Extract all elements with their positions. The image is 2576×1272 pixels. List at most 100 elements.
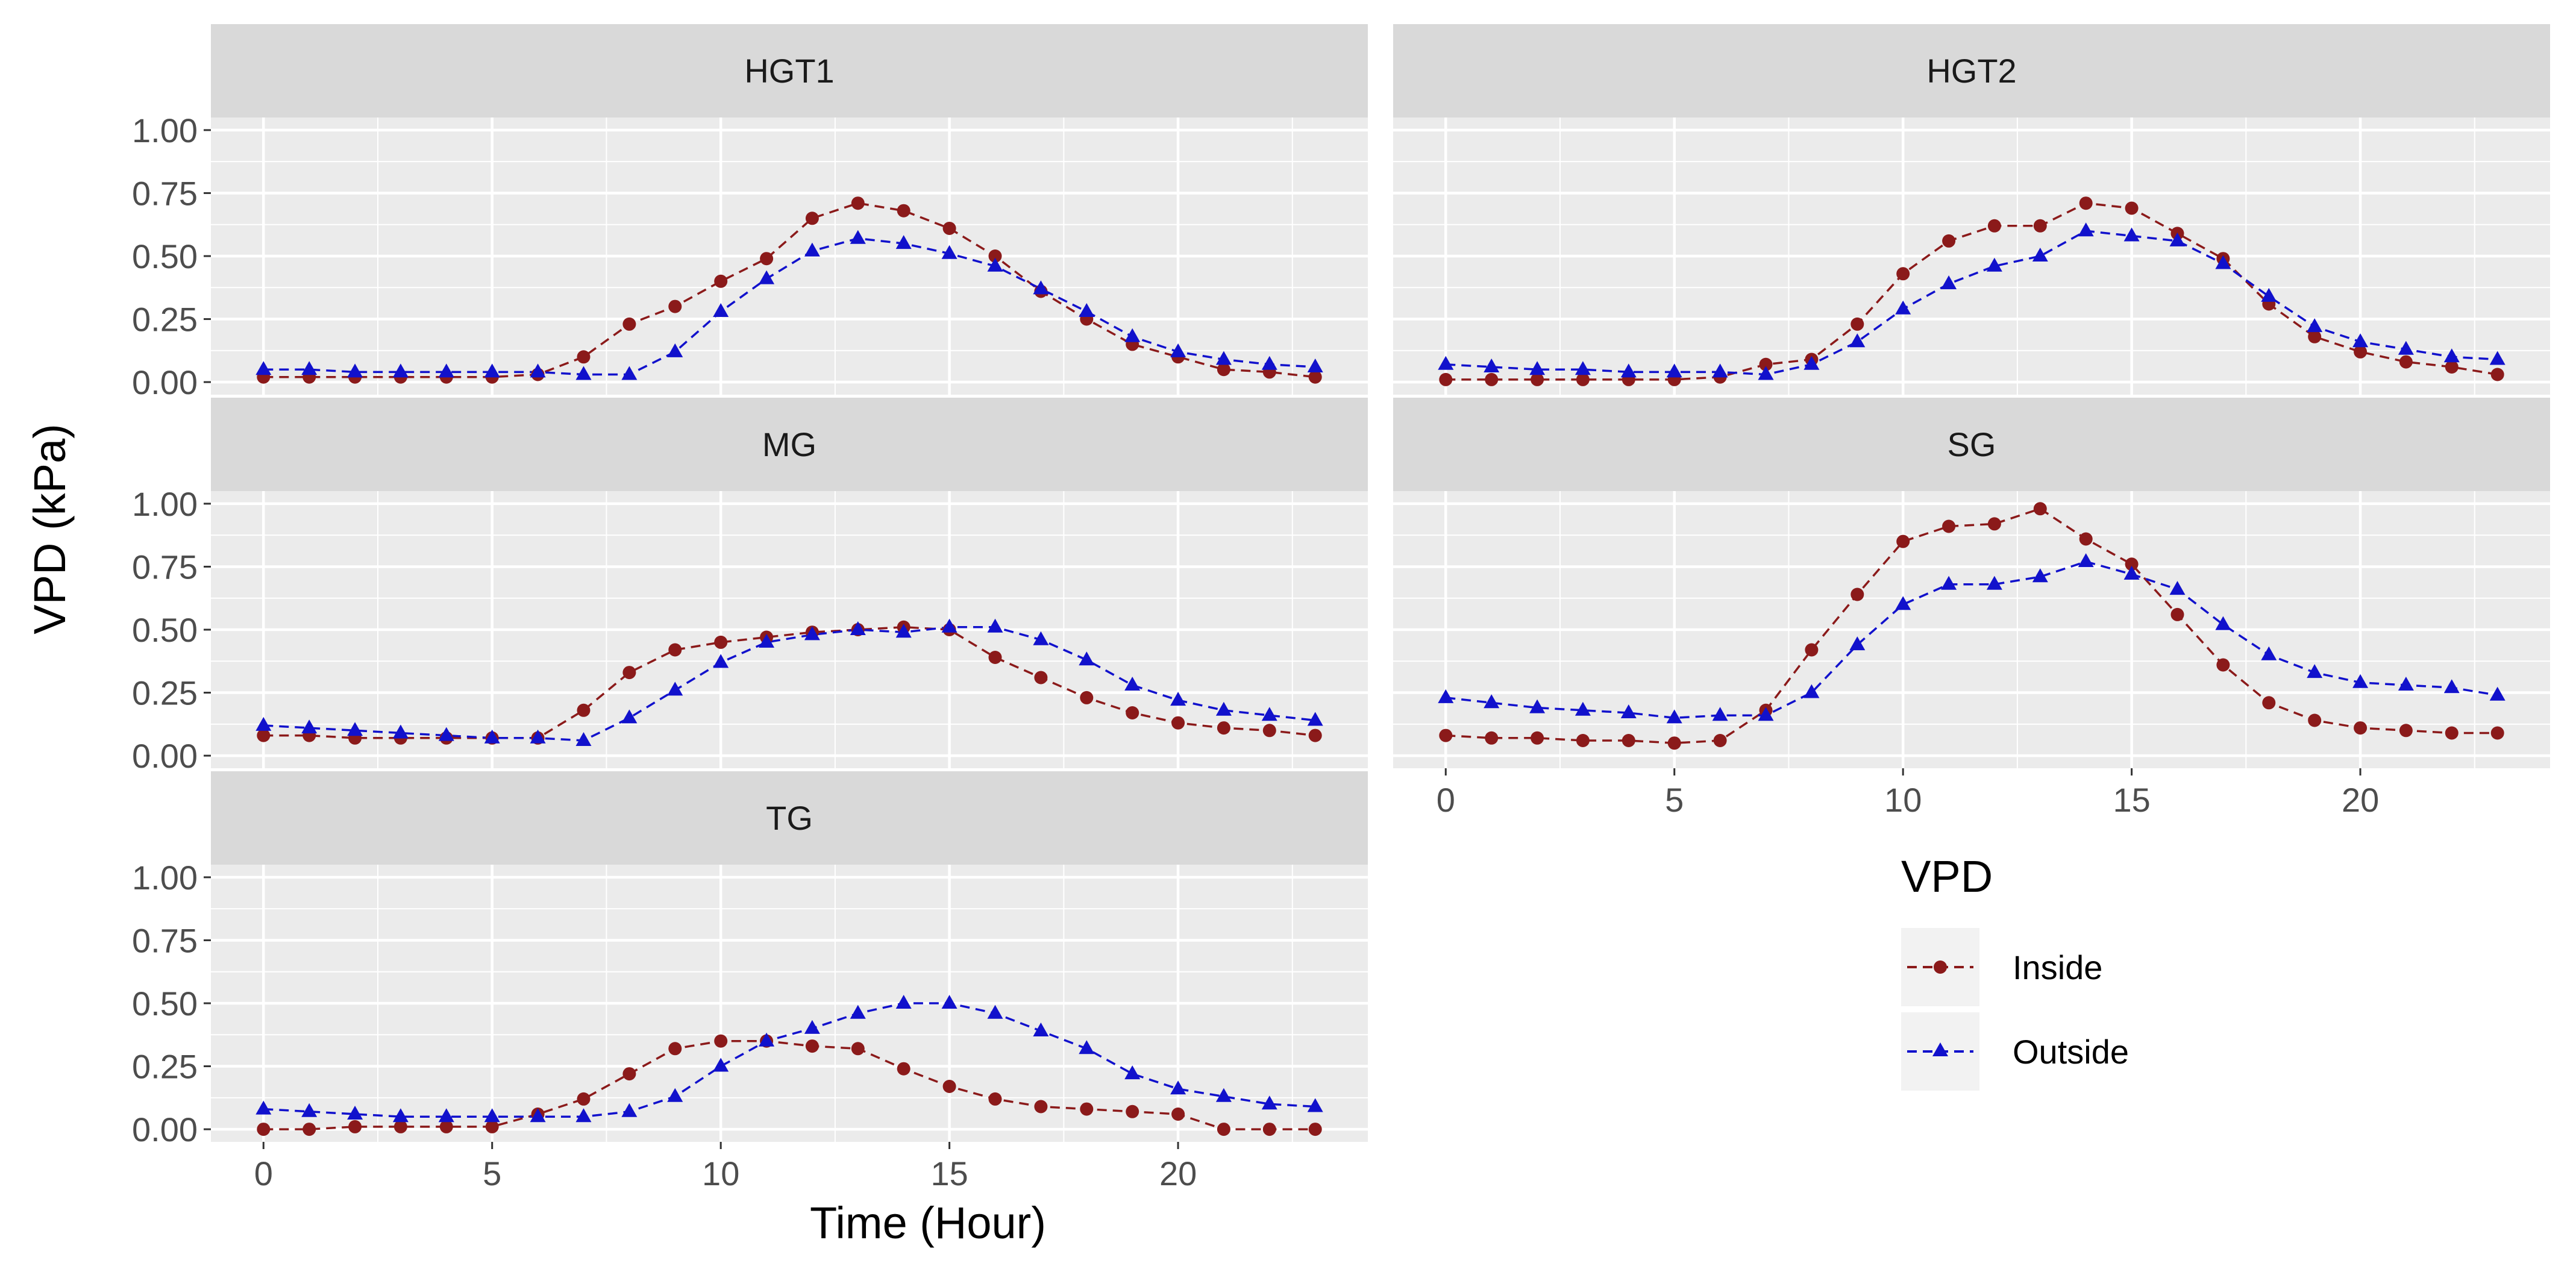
- data-point-inside: [2399, 724, 2413, 738]
- data-point-outside: [1941, 275, 1957, 289]
- data-point-outside: [2443, 348, 2460, 363]
- data-point-outside: [2307, 318, 2323, 333]
- data-point-outside: [1986, 575, 2002, 590]
- data-point-inside: [1485, 731, 1499, 745]
- y-tick-label: 0.00: [132, 363, 198, 401]
- panel-hgt2: HGT2: [1393, 24, 2550, 395]
- data-point-outside: [2078, 222, 2094, 237]
- series-lines: [263, 626, 1315, 742]
- data-point-outside: [1620, 363, 1637, 378]
- data-point-inside: [2125, 557, 2139, 571]
- data-point-outside: [1215, 1088, 1232, 1102]
- data-point-inside: [988, 651, 1002, 664]
- panel-title: TG: [766, 799, 813, 837]
- data-point-inside: [393, 1120, 407, 1133]
- y-tick-label: 0.00: [132, 737, 198, 775]
- data-point-inside: [1126, 706, 1139, 719]
- data-point-outside: [850, 1004, 866, 1019]
- legend-key-point-outside: [1932, 1042, 1948, 1056]
- data-point-inside: [1308, 728, 1322, 742]
- data-point-outside: [667, 343, 683, 357]
- data-point-outside: [1666, 709, 1682, 724]
- legend-label-outside: Outside: [2013, 1033, 2129, 1071]
- data-point-outside: [2443, 679, 2460, 694]
- data-point-inside: [1262, 1123, 1276, 1136]
- data-point-inside: [2445, 726, 2458, 740]
- data-point-outside: [667, 681, 683, 696]
- data-point-outside: [1895, 300, 1911, 315]
- data-point-outside: [804, 626, 820, 641]
- data-point-outside: [347, 363, 363, 378]
- data-point-inside: [1485, 372, 1499, 386]
- series-line-inside: [263, 1039, 1315, 1130]
- data-point-outside: [255, 1100, 272, 1115]
- data-point-inside: [1531, 372, 1544, 386]
- data-point-inside: [2399, 355, 2413, 369]
- panel-sg: SG 0 5 10 15 20: [1393, 398, 2550, 819]
- data-point-outside: [1804, 356, 1820, 370]
- data-point-inside: [668, 1042, 682, 1056]
- data-point-outside: [2489, 351, 2505, 365]
- data-point-outside: [255, 361, 272, 375]
- data-point-outside: [713, 303, 729, 317]
- gridlines: [1393, 117, 2550, 395]
- data-point-inside: [1576, 372, 1590, 386]
- x-tick-label: 10: [1884, 781, 1922, 819]
- panel-title: SG: [1948, 425, 1996, 463]
- data-point-inside: [1171, 1108, 1185, 1121]
- data-point-inside: [1805, 643, 1819, 657]
- y-tick-label: 0.50: [132, 611, 198, 649]
- data-point-outside: [941, 995, 957, 1009]
- data-point-outside: [1804, 684, 1820, 698]
- data-point-outside: [2307, 664, 2323, 678]
- data-point-inside: [1080, 1102, 1094, 1116]
- data-point-inside: [577, 1092, 591, 1106]
- data-point-inside: [714, 635, 728, 649]
- data-point-outside: [1438, 356, 1454, 370]
- data-point-inside: [1759, 357, 1773, 371]
- data-point-inside: [942, 1080, 956, 1093]
- series-line-inside: [1446, 507, 2498, 744]
- data-point-outside: [575, 366, 592, 380]
- data-point-outside: [850, 230, 866, 244]
- data-point-outside: [1124, 328, 1141, 342]
- y-tick-label: 0.25: [132, 674, 198, 712]
- data-point-inside: [1171, 716, 1185, 730]
- data-point-outside: [1712, 707, 1728, 721]
- data-point-inside: [1308, 1123, 1322, 1136]
- data-point-outside: [804, 1020, 820, 1034]
- data-point-inside: [805, 211, 819, 225]
- panel-title: HGT1: [744, 52, 834, 90]
- data-point-outside: [1079, 303, 1095, 317]
- panel-tg: TG 0.00 0.25 0.50 0.75 1.00 0 5 10 15 20: [132, 771, 1368, 1192]
- data-point-outside: [438, 727, 454, 741]
- data-point-inside: [1713, 734, 1727, 747]
- data-point-outside: [1261, 1095, 1277, 1110]
- data-point-inside: [257, 1123, 271, 1136]
- panel-strip: [1393, 398, 2550, 491]
- data-point-outside: [484, 729, 500, 744]
- series-line-outside: [263, 626, 1315, 742]
- data-point-outside: [1666, 363, 1682, 378]
- data-point-inside: [851, 196, 865, 210]
- data-point-outside: [2489, 686, 2505, 701]
- data-point-outside: [987, 1004, 1003, 1019]
- data-point-inside: [1262, 724, 1276, 738]
- data-point-inside: [1851, 317, 1864, 331]
- data-point-inside: [1667, 736, 1681, 750]
- data-point-outside: [667, 1088, 683, 1102]
- legend: VPD Inside Outside: [1901, 851, 2129, 1091]
- data-point-inside: [302, 1123, 316, 1136]
- data-point-outside: [2123, 227, 2140, 242]
- data-point-outside: [1849, 636, 1866, 651]
- data-point-outside: [941, 245, 957, 259]
- data-point-outside: [1575, 701, 1591, 716]
- y-tick-label: 0.75: [132, 548, 198, 586]
- data-point-outside: [2261, 287, 2277, 302]
- series-points: [1438, 196, 2505, 386]
- data-point-outside: [1529, 361, 1546, 375]
- data-point-outside: [575, 1108, 592, 1123]
- data-point-outside: [1215, 351, 1232, 365]
- data-point-outside: [1529, 699, 1546, 713]
